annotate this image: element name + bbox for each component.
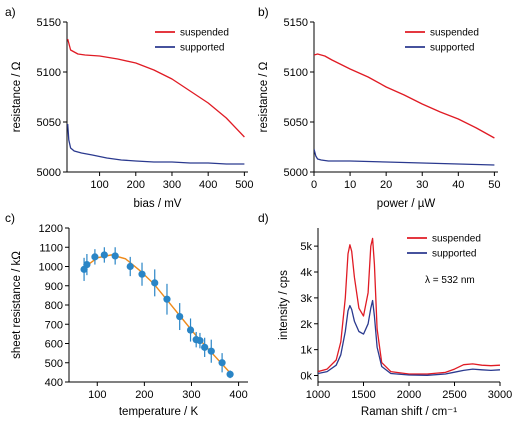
panel-label: a) [5, 5, 16, 19]
y-tick-label: 5k [300, 241, 312, 253]
x-tick-label: 30 [416, 179, 428, 191]
data-point [100, 251, 108, 259]
data-point [186, 326, 195, 334]
series-line-suspended [67, 38, 245, 138]
series-line-supported [67, 123, 245, 165]
x-tick-label: 100 [90, 179, 108, 191]
y-axis-title: sheet resistance / kΩ [11, 251, 23, 359]
x-tick-label: 2500 [442, 389, 466, 401]
x-tick-label: 2000 [397, 389, 421, 401]
y-tick-label: 1000 [39, 262, 63, 274]
y-tick-label: 900 [45, 281, 63, 293]
data-point [163, 295, 171, 303]
panel-label: d) [258, 211, 269, 225]
x-tick-label: 3000 [488, 389, 512, 401]
series-line-supported [318, 299, 501, 376]
data-point [83, 260, 91, 269]
legend-label: supported [180, 43, 224, 54]
y-tick-label: 5050 [284, 117, 308, 129]
data-point [91, 253, 99, 261]
x-tick-label: 0 [311, 179, 317, 191]
x-axis-title: power / µW [377, 198, 436, 210]
y-tick-label: 5150 [284, 17, 308, 29]
y-tick-label: 1200 [39, 223, 63, 235]
y-tick-label: 400 [45, 377, 63, 389]
x-tick-label: 1000 [306, 389, 330, 401]
x-tick-label: 200 [135, 389, 153, 401]
x-axis-title: bias / mV [134, 198, 182, 210]
y-tick-label: 3k [300, 293, 312, 305]
x-axis-title: temperature / K [119, 406, 199, 418]
series-line-supported [314, 148, 495, 166]
x-tick-label: 10 [344, 179, 356, 191]
y-axis-title: resistance / Ω [11, 61, 23, 132]
y-tick-label: 1k [300, 345, 312, 357]
data-point [201, 343, 209, 351]
x-tick-label: 40 [452, 179, 464, 191]
y-tick-label: 4k [300, 267, 312, 279]
y-axis-title: intensity / cps [278, 270, 290, 340]
series-line-suspended [314, 53, 495, 139]
data-point [226, 370, 234, 378]
y-tick-label: 5050 [37, 117, 61, 129]
legend-label: supported [430, 43, 474, 54]
y-tick-label: 700 [45, 319, 63, 331]
panel-label: b) [258, 5, 269, 19]
data-point [126, 262, 134, 271]
y-tick-label: 500 [45, 358, 63, 370]
y-tick-label: 2k [300, 319, 312, 331]
data-point [176, 312, 184, 321]
annotation-text: λ = 532 nm [425, 275, 475, 286]
data-point [218, 359, 226, 367]
data-point [207, 347, 215, 355]
x-axis-title: Raman shift / cm⁻¹ [361, 406, 457, 418]
x-tick-label: 100 [88, 389, 106, 401]
legend-label: suspended [430, 28, 479, 39]
data-point [138, 270, 146, 278]
panel-label: c) [5, 211, 15, 225]
legend-label: suspended [432, 234, 481, 245]
x-tick-label: 400 [199, 179, 217, 191]
y-tick-label: 5000 [37, 167, 61, 179]
x-tick-label: 500 [235, 179, 253, 191]
data-point [196, 337, 204, 345]
y-axis-title: resistance / Ω [258, 61, 270, 132]
x-tick-label: 300 [182, 389, 200, 401]
y-tick-label: 5150 [37, 17, 61, 29]
y-tick-label: 800 [45, 300, 63, 312]
x-tick-label: 20 [380, 179, 392, 191]
x-tick-label: 400 [229, 389, 247, 401]
y-tick-label: 600 [45, 339, 63, 351]
fit-line [82, 254, 233, 375]
x-tick-label: 200 [127, 179, 145, 191]
x-tick-label: 300 [163, 179, 181, 191]
legend-label: suspended [180, 28, 229, 39]
data-point [111, 252, 119, 260]
y-tick-label: 5100 [37, 67, 61, 79]
data-point [151, 279, 159, 287]
y-tick-label: 5100 [284, 67, 308, 79]
y-tick-label: 1100 [39, 242, 63, 254]
y-tick-label: 5000 [284, 167, 308, 179]
legend-label: supported [432, 249, 476, 260]
x-tick-label: 1500 [351, 389, 375, 401]
y-tick-label: 0k [300, 371, 312, 383]
x-tick-label: 50 [488, 179, 500, 191]
series-line-suspended [318, 237, 501, 375]
